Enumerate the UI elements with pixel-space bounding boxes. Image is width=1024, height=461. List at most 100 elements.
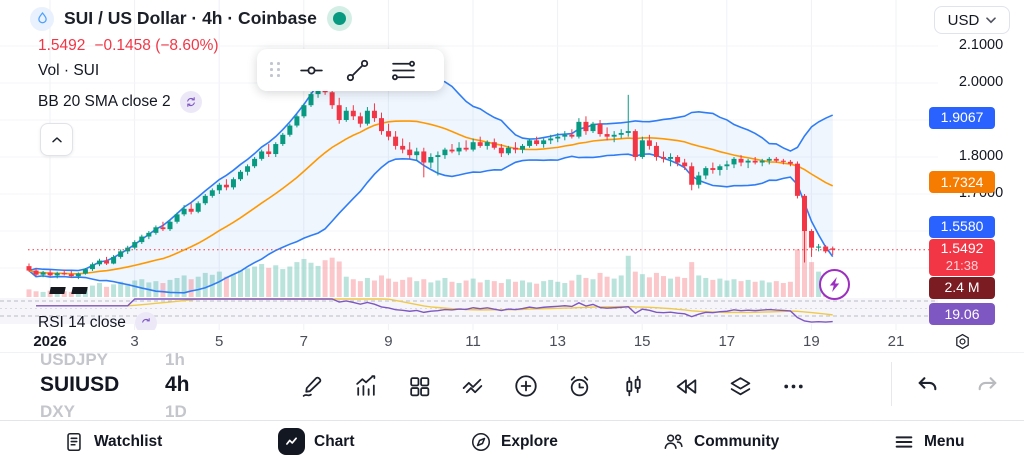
bb-basis-price-badge: 1.7324 [929,171,995,193]
current-interval-label: 4h [165,373,190,396]
fib-retracement-icon [391,60,415,80]
rsi-legend-label: RSI 14 close [38,314,126,331]
chart-icon [278,428,305,455]
ellipsis-icon [784,384,804,388]
draw-button[interactable] [295,369,329,403]
lightning-button[interactable] [819,269,850,300]
x-axis-label: 13 [549,333,566,350]
bb-upper-price-badge: 1.9067 [929,106,995,129]
indicators-icon [356,374,376,396]
price-axis-label: 2.1000 [958,37,1004,53]
bar-replay-button[interactable] [670,369,704,403]
alarm-clock-icon [571,375,589,396]
carousel-prev-symbol[interactable]: USDJPY 1h [40,350,185,369]
grid-icon [409,376,429,396]
x-axis-label: 7 [299,333,308,350]
x-axis-label: 17 [718,333,736,350]
chart-region[interactable]: SUI / US Dollar · 4h · Coinbase 1.5492 −… [0,0,1024,353]
collapse-legend-button[interactable] [40,123,73,156]
add-button[interactable] [509,369,543,403]
pane-mark [49,287,66,294]
divider [891,362,892,406]
gear-icon [955,333,969,349]
bottom-navigation: Watchlist Chart Explore Community M [0,420,1024,461]
last-price-badge: 1.5492 21:38 [929,238,995,276]
carousel-current-symbol[interactable]: SUIUSD 4h [40,373,190,397]
rsi-badge: 19.06 [929,303,995,325]
indicators-button[interactable] [349,369,383,403]
symbol-title: SUI / US Dollar · 4h · Coinbase [64,8,317,28]
current-symbol-label: SUIUSD [40,373,120,396]
currency-label: USD [947,11,980,29]
menu-icon [895,435,913,448]
volume-legend: Vol · SUI [38,62,100,79]
nav-menu[interactable]: Menu [893,421,964,461]
pencil-icon [302,376,321,397]
price-axis[interactable]: USD 2.1000 2.0000 1.8000 1.7000 1.9067 1.73… [929,0,1024,330]
horizontal-line-icon [299,66,323,74]
price-change-value: −0.1458 (−8.60%) [94,37,219,54]
bb-legend-label: BB 20 SMA close 2 [38,93,171,110]
redo-icon [978,376,996,390]
compare-button[interactable] [456,369,490,403]
market-status-icon [326,6,352,31]
compass-icon [471,432,491,451]
rewind-icon [677,378,697,394]
object-tree-button[interactable] [723,369,757,403]
x-axis-label: 2026 [33,333,67,350]
compare-icon [462,378,483,393]
x-axis-label: 21 [887,333,905,350]
symbol-header[interactable]: SUI / US Dollar · 4h · Coinbase [30,6,352,31]
chevron-up-icon [51,136,62,142]
bb-lower-price-badge: 1.5580 [929,215,995,238]
bar-countdown: 21:38 [945,258,979,274]
nav-watchlist[interactable]: Watchlist [63,421,162,461]
undo-button[interactable] [910,367,944,401]
drawing-toolbar [257,49,444,91]
layers-icon [730,376,751,395]
alerts-button[interactable] [563,369,597,403]
nav-explore[interactable]: Explore [470,421,558,461]
volume-badge: 2.4 M [929,276,995,299]
fib-retracement-tool-button[interactable] [382,52,424,88]
bb-legend: BB 20 SMA close 2 [38,91,202,113]
candlesticks-icon [626,375,641,396]
x-axis-label: 5 [215,333,224,350]
trend-line-icon [346,59,368,81]
x-axis-label: 15 [633,333,651,350]
x-axis-label: 3 [130,333,139,350]
people-icon [664,434,683,450]
chart-type-button[interactable] [616,369,650,403]
chart-toolbar [295,356,811,416]
price-change-row: 1.5492 −0.1458 (−8.60%) [38,37,219,55]
sui-logo-icon [30,6,54,31]
rsi-loading-icon [134,312,157,334]
drag-handle-icon[interactable] [270,62,281,78]
layout-grid-button[interactable] [402,369,436,403]
pane-mark [71,287,88,294]
lightning-icon [829,276,840,293]
time-axis[interactable]: 2026 3 5 7 9 11 13 15 17 19 21 [0,330,1024,353]
chevron-down-icon [986,16,997,23]
bb-loading-icon [179,91,202,113]
nav-chart[interactable]: Chart [278,421,354,461]
more-button[interactable] [777,369,811,403]
watchlist-icon [67,432,81,451]
price-chart-canvas[interactable] [0,0,1024,352]
x-axis-label: 9 [384,333,393,350]
bottom-toolbar-region: USDJPY 1h SUIUSD 4h DXY 1D [0,350,1024,421]
carousel-next-symbol[interactable]: DXY 1D [40,402,187,421]
horizontal-line-tool-button[interactable] [290,52,332,88]
rsi-legend: RSI 14 close [38,312,157,334]
axis-settings-button[interactable] [948,330,976,352]
currency-selector-button[interactable]: USD [934,6,1010,34]
x-axis-label: 19 [803,333,820,350]
redo-button[interactable] [970,367,1004,401]
price-axis-label: 2.0000 [958,74,1004,90]
nav-community[interactable]: Community [662,421,779,461]
trend-line-tool-button[interactable] [336,52,378,88]
undo-icon [918,376,936,390]
x-axis-label: 11 [465,333,481,350]
plus-circle-icon [515,375,537,397]
